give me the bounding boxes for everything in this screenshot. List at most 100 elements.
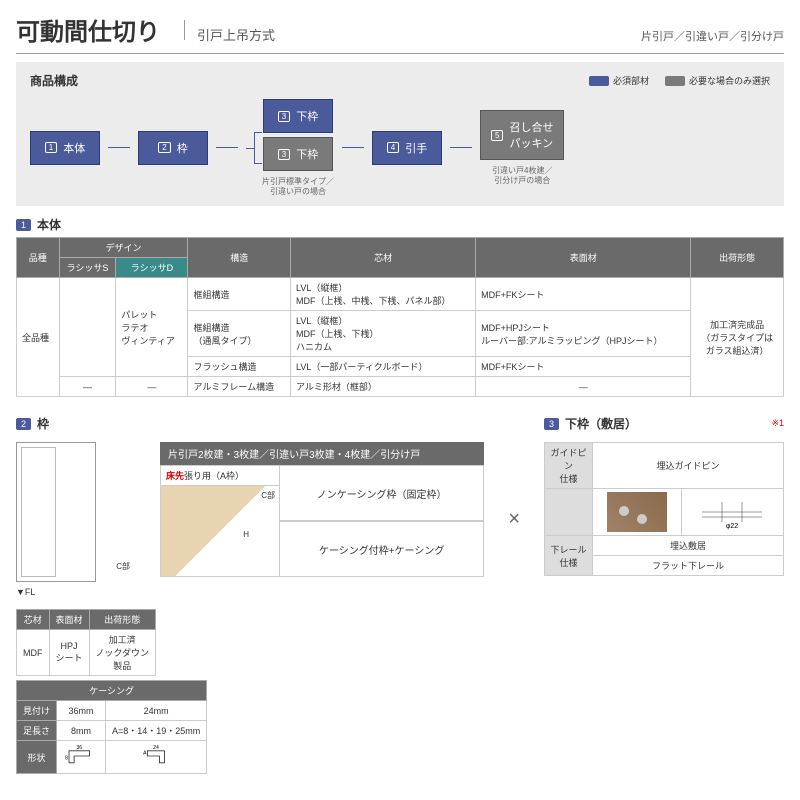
td: HPJ シート bbox=[49, 630, 89, 676]
th bbox=[545, 489, 593, 536]
flow-diagram: 1本体 2枠 3下枠 3下枠 片引戸標準タイプ／ 引違い戸の場合 4引手 5召し… bbox=[30, 99, 770, 196]
th: 下レール 仕様 bbox=[545, 536, 593, 576]
frame-options-head: 片引戸2枚建・3枚建／引違い戸3枚建・4枚建／引分け戸 bbox=[160, 442, 484, 465]
td: 加工済 ノックダウン 製品 bbox=[89, 630, 155, 676]
divider bbox=[184, 20, 185, 40]
td: 框組構造 （通風タイプ） bbox=[188, 311, 291, 357]
section-title: 枠 bbox=[37, 415, 49, 432]
swatch-required-icon bbox=[589, 76, 609, 86]
td: フラッシュ構造 bbox=[188, 357, 291, 377]
section-note: ※1 bbox=[771, 418, 784, 429]
td: 24mm bbox=[106, 701, 207, 721]
compose-title: 商品構成 bbox=[30, 72, 78, 89]
flow-box-3b: 3下枠 bbox=[263, 137, 333, 171]
svg-text:8: 8 bbox=[65, 756, 68, 762]
page-title: 可動間仕切り bbox=[16, 12, 160, 47]
td: LVL（縦框） MDF（上桟、中桟、下桟、パネル部） bbox=[291, 278, 476, 311]
td: 8mm bbox=[57, 721, 106, 741]
flow-caption-5: 引違い戸4枚建／ 引分け戸の場合 bbox=[492, 166, 552, 185]
section-1-head: 1 本体 bbox=[16, 216, 784, 233]
flow-line bbox=[108, 147, 130, 148]
frame-options: 片引戸2枚建・3枚建／引違い戸3枚建・4枚建／引分け戸 床先張り用（A枠） C部… bbox=[160, 442, 484, 577]
th: 表面材 bbox=[476, 238, 691, 278]
td: アルミ形材（框部） bbox=[291, 377, 476, 397]
td: MDF bbox=[17, 630, 50, 676]
td: 埋込ガイドピン bbox=[593, 443, 784, 489]
shape-2: 24 A bbox=[106, 741, 207, 774]
td: 框組構造 bbox=[188, 278, 291, 311]
td: フラット下レール bbox=[593, 556, 784, 576]
composition-panel: 商品構成 必須部材 必要な場合のみ選択 1本体 2枠 3下枠 3下枠 片引戸標準… bbox=[16, 62, 784, 206]
td: — bbox=[116, 377, 188, 397]
flow-line bbox=[216, 147, 238, 148]
td: パレットラテオヴィンティア bbox=[116, 278, 188, 377]
th: ラシッサS bbox=[59, 258, 116, 278]
td bbox=[59, 278, 116, 377]
td: LVL（一部パーティクルボード） bbox=[291, 357, 476, 377]
td: アルミフレーム構造 bbox=[188, 377, 291, 397]
page-subtitle: 引戸上吊方式 bbox=[197, 25, 275, 44]
fl-label: ▼FL bbox=[16, 587, 146, 597]
flow-box-3a: 3下枠 bbox=[263, 99, 333, 133]
th: ケーシング bbox=[17, 681, 207, 701]
td: LVL（縦框） MDF（上桟、下桟） ハニカム bbox=[291, 311, 476, 357]
th: 足長さ bbox=[17, 721, 57, 741]
frame-left-head: 床先張り用（A枠） bbox=[161, 466, 279, 486]
header-right: 片引戸／引違い戸／引分け戸 bbox=[641, 28, 784, 44]
frame-option-2: ケーシング付枠+ケーシング bbox=[280, 521, 484, 577]
svg-text:A: A bbox=[143, 750, 147, 756]
flow-box-1: 1本体 bbox=[30, 131, 100, 165]
flow-box-5: 5召し合せ パッキン bbox=[480, 110, 564, 160]
td: MDF+FKシート bbox=[476, 357, 691, 377]
svg-text:φ22: φ22 bbox=[726, 523, 738, 530]
section-3-head: 3 下枠（敷居） ※1 bbox=[544, 415, 784, 432]
pin-image bbox=[593, 489, 682, 536]
section-num: 3 bbox=[544, 418, 559, 430]
section-num: 1 bbox=[16, 219, 31, 231]
td: A=8・14・19・25mm bbox=[106, 721, 207, 741]
th: 出荷形態 bbox=[89, 610, 155, 630]
multiply-icon: × bbox=[508, 508, 520, 531]
flow-box-4: 4引手 bbox=[372, 131, 442, 165]
th: デザイン bbox=[59, 238, 188, 258]
pin-diagram: φ22 bbox=[681, 489, 783, 536]
legend-required: 必須部材 bbox=[613, 74, 649, 87]
section-title: 下枠（敷居） bbox=[565, 415, 637, 432]
td: 全品種 bbox=[17, 278, 60, 397]
th: 品種 bbox=[17, 238, 60, 278]
th: 見付け bbox=[17, 701, 57, 721]
frame-option-1: ノンケーシング枠（固定枠） bbox=[280, 465, 484, 521]
section-num: 2 bbox=[16, 418, 31, 430]
th: ガイドピン 仕様 bbox=[545, 443, 593, 489]
td: 加工済完成品 （ガラスタイプは ガラス組込済） bbox=[691, 278, 784, 397]
svg-text:24: 24 bbox=[153, 745, 159, 751]
td: MDF+HPJシート ルーバー部:アルミラッピング（HPJシート） bbox=[476, 311, 691, 357]
shape-1: 36 8 bbox=[57, 741, 106, 774]
material-table: 芯材 表面材 出荷形態 MDF HPJ シート 加工済 ノックダウン 製品 ケー… bbox=[16, 609, 207, 774]
th: 構造 bbox=[188, 238, 291, 278]
legend-optional: 必要な場合のみ選択 bbox=[689, 74, 770, 87]
page-header: 可動間仕切り 引戸上吊方式 片引戸／引違い戸／引分け戸 bbox=[16, 12, 784, 54]
section-title: 本体 bbox=[37, 216, 61, 233]
th: 芯材 bbox=[17, 610, 50, 630]
td: 埋込敷居 bbox=[593, 536, 784, 556]
td: — bbox=[59, 377, 116, 397]
swatch-optional-icon bbox=[665, 76, 685, 86]
legend: 必須部材 必要な場合のみ選択 bbox=[589, 74, 770, 87]
flow-caption-3: 片引戸標準タイプ／ 引違い戸の場合 bbox=[262, 177, 334, 196]
frame-left-diagram: C部 H bbox=[161, 486, 279, 576]
frame3-table: ガイドピン 仕様 埋込ガイドピン φ22 bbox=[544, 442, 784, 576]
door-diagram: C部 ▼FL bbox=[16, 442, 146, 597]
td: MDF+FKシート bbox=[476, 278, 691, 311]
spec-table-1: 品種 デザイン 構造 芯材 表面材 出荷形態 ラシッサS ラシッサD 全品種 パ… bbox=[16, 237, 784, 397]
th: ラシッサD bbox=[116, 258, 188, 278]
td: 36mm bbox=[57, 701, 106, 721]
th: 芯材 bbox=[291, 238, 476, 278]
section-2-head: 2 枠 bbox=[16, 415, 524, 432]
flow-branch: 3下枠 3下枠 片引戸標準タイプ／ 引違い戸の場合 bbox=[246, 99, 334, 196]
th: 形状 bbox=[17, 741, 57, 774]
flow-box-2: 2枠 bbox=[138, 131, 208, 165]
td: — bbox=[476, 377, 691, 397]
th: 出荷形態 bbox=[691, 238, 784, 278]
th: 表面材 bbox=[49, 610, 89, 630]
